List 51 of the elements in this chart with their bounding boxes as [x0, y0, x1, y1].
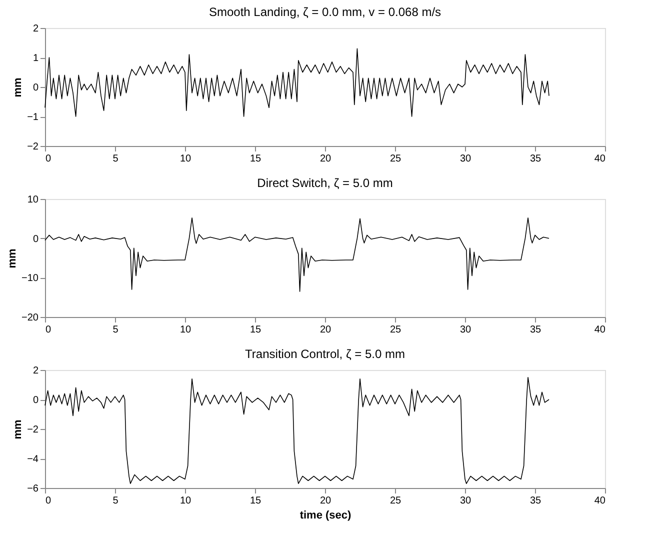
- x-tick-label: 25: [390, 324, 402, 336]
- y-tick-label: 2: [32, 366, 39, 376]
- y-tick-label: −1: [27, 112, 39, 123]
- x-tick-label: 15: [250, 154, 262, 164]
- y-tick-label: −10: [22, 273, 39, 284]
- line-series: [44, 376, 550, 484]
- y-tick-label: 0: [32, 234, 39, 245]
- x-tick-label: 30: [460, 496, 472, 506]
- x-tick-label: 35: [530, 324, 542, 336]
- x-tick-label: 25: [390, 154, 402, 164]
- y-tick-label: −4: [27, 454, 39, 465]
- y-tick-label: 0: [32, 395, 39, 406]
- y-tick-label: −2: [27, 142, 39, 152]
- line-series: [44, 217, 550, 292]
- y-tick-label: 0: [32, 82, 39, 94]
- x-tick-label: 35: [530, 154, 542, 164]
- y-tick-label: −6: [27, 484, 39, 494]
- chart-title: Transition Control, ζ = 5.0 mm: [245, 347, 405, 361]
- x-tick-label: 30: [460, 154, 472, 164]
- chart-title: Smooth Landing, ζ = 0.0 mm, v = 0.068 m/s: [208, 5, 442, 19]
- line-series: [44, 48, 550, 117]
- x-tick-label: 15: [250, 324, 262, 336]
- x-tick-label: 40: [594, 154, 606, 164]
- y-axis-title: mm: [12, 420, 24, 440]
- x-axis-title: time (sec): [300, 510, 352, 522]
- x-tick-label: 20: [320, 496, 332, 506]
- x-tick-label: 20: [320, 154, 332, 164]
- x-tick-label: 0: [46, 496, 52, 506]
- x-tick-label: 40: [594, 324, 606, 336]
- x-tick-label: 20: [320, 324, 332, 336]
- x-tick-label: 35: [530, 496, 542, 506]
- y-tick-label: −20: [22, 312, 39, 324]
- y-axis-title: mm: [6, 248, 19, 268]
- y-tick-label: −2: [27, 424, 39, 436]
- x-tick-label: 30: [460, 324, 472, 336]
- x-tick-label: 5: [112, 154, 119, 164]
- x-tick-label: 5: [112, 496, 119, 506]
- y-axis-title: mm: [12, 78, 24, 98]
- y-tick-label: 2: [32, 24, 39, 34]
- x-tick-label: 15: [250, 496, 262, 506]
- x-tick-label: 0: [46, 154, 52, 164]
- x-tick-label: 0: [46, 324, 52, 336]
- y-tick-label: 10: [27, 194, 39, 206]
- x-tick-label: 10: [180, 324, 192, 336]
- x-tick-label: 10: [180, 154, 192, 164]
- x-tick-label: 25: [390, 496, 402, 506]
- y-tick-label: 1: [32, 53, 39, 64]
- x-tick-label: 5: [112, 324, 119, 336]
- x-tick-label: 10: [180, 496, 192, 506]
- x-tick-label: 40: [594, 496, 606, 506]
- chart-title: Direct Switch, ζ = 5.0 mm: [257, 176, 393, 190]
